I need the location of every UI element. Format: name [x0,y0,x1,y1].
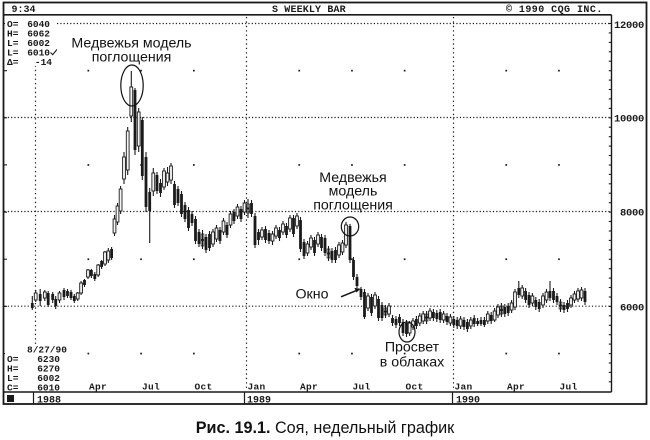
svg-text:Jul: Jul [142,382,160,393]
svg-text:-14: -14 [35,57,52,68]
svg-text:Jul: Jul [560,382,578,393]
svg-text:Apr: Apr [507,382,525,393]
svg-text:6230: 6230 [37,354,60,365]
svg-text:Рис. 19.1. Соя, недельный граф: Рис. 19.1. Соя, недельный график [196,419,455,437]
svg-text:6010: 6010 [37,383,60,394]
svg-text:O=: O= [7,354,19,365]
svg-text:Медвежья: Медвежья [319,170,387,186]
svg-text:L=: L= [7,38,19,49]
svg-text:6270: 6270 [37,364,60,375]
svg-text:Jan: Jan [455,382,473,393]
svg-text:поглощения: поглощения [92,50,172,66]
svg-text:L=: L= [7,48,19,59]
svg-text:Apr: Apr [300,382,318,393]
svg-text:8/27/90: 8/27/90 [27,345,67,356]
svg-text:Медвежья модель: Медвежья модель [71,36,191,52]
svg-text:H=: H= [7,364,19,375]
svg-text:Apr: Apr [89,382,107,393]
svg-text:в облаках: в облаках [380,355,445,371]
svg-text:C=: C= [7,383,19,394]
svg-text:9:34: 9:34 [12,5,36,16]
svg-text:1990: 1990 [456,396,480,407]
svg-text:12000: 12000 [614,20,644,32]
svg-text:10000: 10000 [614,114,644,126]
svg-text:поглощения: поглощения [313,197,393,213]
svg-text:O=: O= [7,19,19,30]
svg-text:1989: 1989 [247,396,271,407]
svg-text:S WEEKLY BAR: S WEEKLY BAR [272,5,346,16]
svg-text:6010: 6010 [27,48,50,59]
svg-text:Oct: Oct [406,382,424,393]
svg-text:6002: 6002 [37,373,60,384]
svg-text:Jan: Jan [248,382,266,393]
svg-text:модель: модель [329,184,378,200]
svg-text:1988: 1988 [37,396,61,407]
svg-text:6000: 6000 [620,303,644,315]
svg-text:6040: 6040 [27,19,50,30]
svg-text:Δ=: Δ= [7,57,19,68]
svg-text:H=: H= [7,29,19,40]
svg-text:© 1990 CQG INC.: © 1990 CQG INC. [506,4,603,16]
svg-text:Oct: Oct [195,382,213,393]
svg-text:L=: L= [7,373,19,384]
svg-text:Окно: Окно [296,287,329,303]
svg-text:Просвет: Просвет [385,340,440,356]
svg-text:Jul: Jul [353,382,371,393]
svg-text:8000: 8000 [620,208,644,220]
svg-text:6002: 6002 [27,38,50,49]
svg-text:6062: 6062 [27,29,50,40]
